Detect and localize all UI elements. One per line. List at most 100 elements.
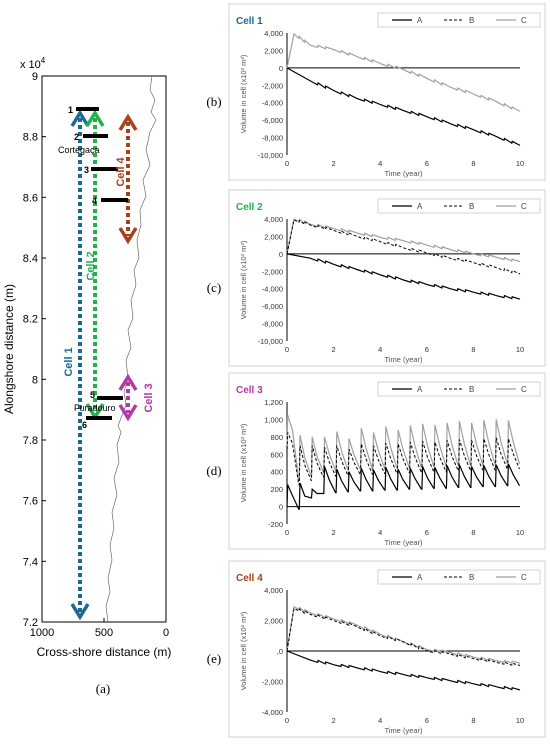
profile-label-3: 3: [84, 165, 89, 175]
map-x-ticks: 1000 500 0: [30, 618, 169, 639]
x-tick-label: 0: [285, 716, 289, 725]
chart-title: Cell 4: [236, 573, 263, 584]
x-tick-label: 6: [425, 345, 429, 354]
profile-label-6: 6: [82, 420, 87, 430]
x-tick-label: 2: [332, 345, 336, 354]
map-x-tick-label: 500: [95, 627, 113, 639]
y-tick-label: 2,000: [264, 46, 283, 55]
y-tick-label: 400: [270, 468, 283, 477]
y-tick-label: 1,200: [264, 398, 283, 407]
y-tick-label: -200: [268, 520, 283, 529]
x-axis-label: Time (year): [384, 355, 423, 364]
panel-label: (e): [207, 651, 221, 666]
y-tick-label: -6,000: [262, 302, 283, 311]
chart-panel-2: (c) Cell 2 A B C 4,000 2,000 0 -2,000 -4,000 -6,00…: [207, 189, 546, 367]
chart-title: Cell 1: [236, 16, 263, 27]
legend-label-a: A: [417, 16, 423, 25]
chart-frame: [228, 3, 546, 181]
y-tick-label: -6,000: [262, 116, 283, 125]
x-axis-label: Time (year): [384, 538, 423, 547]
x-axis-label: Time (year): [384, 726, 423, 735]
y-tick-label: 1,000: [264, 415, 283, 424]
series-b-line: [286, 607, 521, 666]
map-y-tick-label: 8.4: [23, 253, 38, 265]
y-tick-label: ,0: [277, 647, 283, 656]
legend-label-c: C: [521, 573, 527, 582]
panel-label-a: (a): [96, 681, 110, 696]
series-c-line: [286, 414, 521, 481]
legend-box: [377, 12, 541, 28]
y-axis-label: Volume in cell (x10³ m³): [239, 423, 248, 502]
x-tick-label: 4: [378, 345, 382, 354]
chart-panel-1: (b) Cell 1 A B C 4,000 2,000 0 -2,000 -4,000 -6,00…: [206, 3, 546, 181]
y-tick-label: -8,000: [262, 134, 283, 143]
legend-label-c: C: [521, 16, 527, 25]
series-a-line: [286, 650, 521, 691]
legend-label-b: B: [469, 202, 474, 211]
y-tick-label: 0: [279, 503, 283, 512]
legend-box: [377, 569, 541, 585]
y-tick-label: 4,000: [264, 215, 283, 224]
y-axis-label: Volume in cell (x10³ m³): [239, 54, 248, 133]
legend-label-a: A: [417, 573, 423, 582]
cell-2-label: Cell 2: [85, 251, 97, 280]
y-tick-label: 800: [270, 433, 283, 442]
series-a-line: [286, 463, 521, 510]
time-series-panels: (b)Cell 1 A B C4,0002,0000-2,000-4,000-6,00…: [206, 3, 546, 738]
y-tick-label: -10,000: [258, 151, 283, 160]
y-tick-label: -2,000: [262, 267, 283, 276]
series-a-line: [286, 67, 521, 146]
panel-label: (c): [207, 280, 221, 295]
cell-4-label: Cell 4: [115, 156, 127, 186]
map-axes-frame: [41, 75, 167, 623]
x-tick-label: 4: [378, 528, 382, 537]
profile-label-5: 5: [90, 390, 95, 400]
x-tick-label: 6: [425, 159, 429, 168]
map-y-tick-label: 8: [32, 374, 38, 386]
y-axis-label: Volume in cell (x10³ m³): [239, 240, 248, 319]
x-tick-label: 4: [378, 159, 382, 168]
x-tick-label: 6: [425, 716, 429, 725]
x-tick-label: 2: [332, 528, 336, 537]
legend-box: [377, 381, 541, 397]
profile-label-1: 1: [68, 105, 73, 115]
place-label-furadouro: Furadouro: [74, 403, 116, 413]
series-c-line: [286, 32, 521, 112]
y-tick-label: 2,000: [264, 232, 283, 241]
cell-3-arrow: [118, 373, 138, 422]
map-y-tick-label: 8.6: [23, 192, 38, 204]
map-panel: 9 8.8 8.6 8.4 8.2 8 7.8 7.6 7.4 7.2 1000 500 0 x 10…: [2, 56, 171, 696]
map-x-axis-label: Cross-shore distance (m): [37, 645, 172, 659]
map-y-tick-label: 7.6: [23, 496, 38, 508]
y-tick-label: -4,000: [262, 99, 283, 108]
y-tick-label: 2,000: [264, 617, 283, 626]
y-axis-label: Volume in cell (x10³ m³): [239, 611, 248, 690]
map-y-axis-label: Alongshore distance (m): [2, 284, 16, 414]
series-b-line: [286, 432, 520, 486]
map-y-tick-label: 7.2: [23, 617, 38, 629]
y-tick-label: -10,000: [258, 337, 283, 346]
x-tick-label: 0: [285, 345, 289, 354]
chart-frame: [228, 372, 546, 550]
x-tick-label: 4: [378, 716, 382, 725]
x-axis-label: Time (year): [384, 169, 423, 178]
legend-label-c: C: [521, 385, 527, 394]
map-y-multiplier: x 104: [20, 56, 46, 71]
x-tick-label: 2: [332, 716, 336, 725]
x-tick-label: 0: [285, 159, 289, 168]
profile-label-4: 4: [92, 196, 97, 206]
map-x-tick-label: 1000: [30, 627, 54, 639]
y-tick-label: 600: [270, 450, 283, 459]
x-tick-label: 2: [332, 159, 336, 168]
map-y-ticks: 9 8.8 8.6 8.4 8.2 8 7.8 7.6 7.4 7.2: [23, 71, 46, 629]
chart-frame: [228, 189, 546, 367]
legend-label-a: A: [417, 202, 423, 211]
place-label-cortegaca: Cortegaça: [58, 145, 100, 155]
series-a-line: [286, 253, 521, 300]
y-tick-label: -2,000: [262, 678, 283, 687]
panel-label: (b): [206, 94, 221, 109]
x-tick-label: 0: [285, 528, 289, 537]
series-b-line: [286, 219, 521, 275]
